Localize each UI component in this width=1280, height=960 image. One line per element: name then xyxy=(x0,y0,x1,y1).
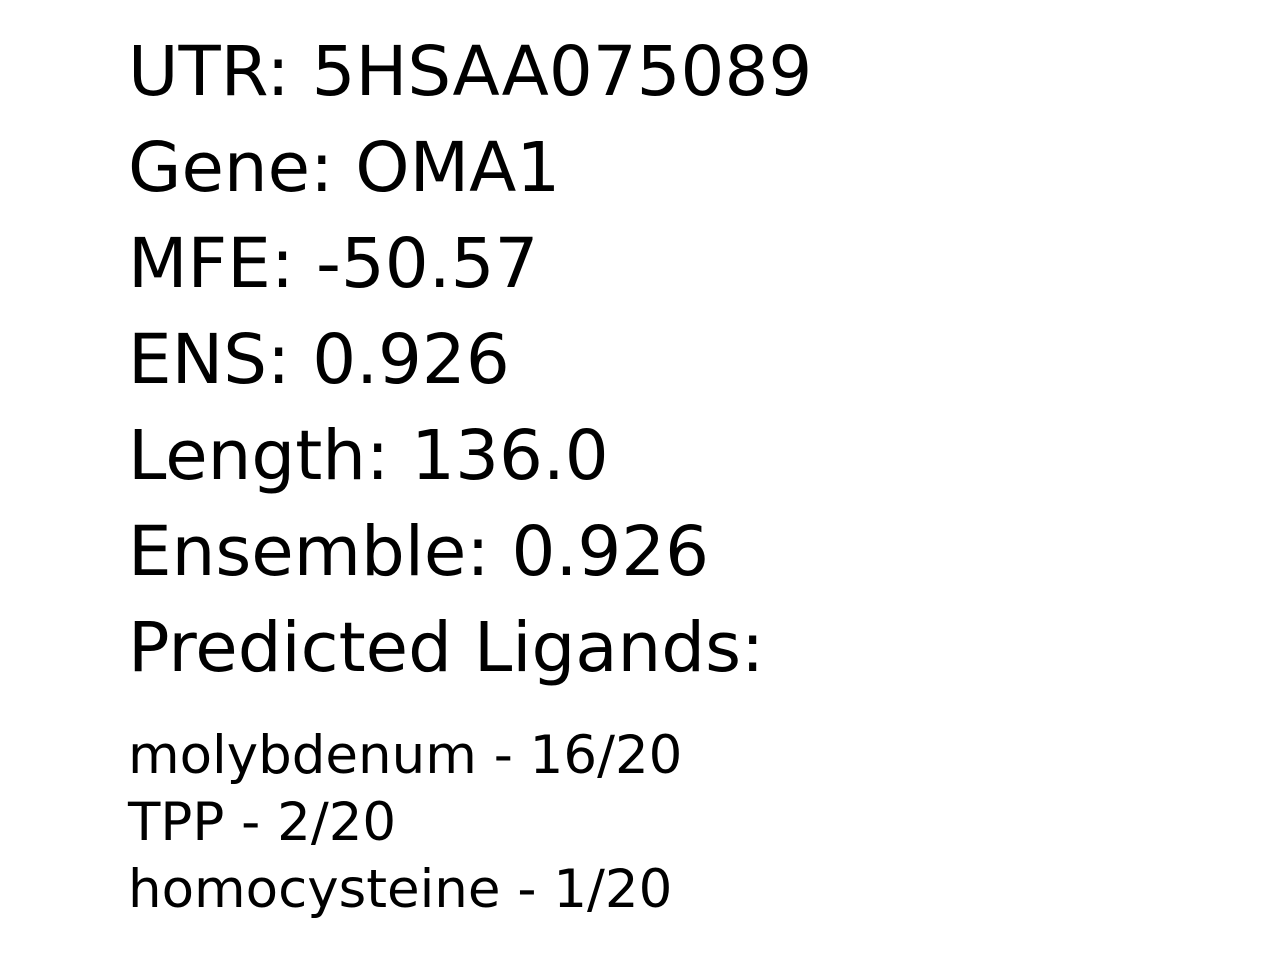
utr-id-text: UTR: 5HSAA075089 xyxy=(128,32,813,112)
ensemble-value-text: Ensemble: 0.926 xyxy=(128,512,710,592)
length-value-text: Length: 136.0 xyxy=(128,416,609,496)
ens-value-text: ENS: 0.926 xyxy=(128,320,510,400)
ligand-item: homocysteine - 1/20 xyxy=(128,859,673,920)
predicted-ligands-heading: Predicted Ligands: xyxy=(128,608,765,688)
gene-name-text: Gene: OMA1 xyxy=(128,128,561,208)
ligand-list: molybdenum - 16/20 TPP - 2/20 homocystei… xyxy=(128,722,682,923)
ligand-item: molybdenum - 16/20 xyxy=(128,725,683,786)
ligand-item: TPP - 2/20 xyxy=(128,792,397,853)
mfe-value-text: MFE: -50.57 xyxy=(128,224,539,304)
